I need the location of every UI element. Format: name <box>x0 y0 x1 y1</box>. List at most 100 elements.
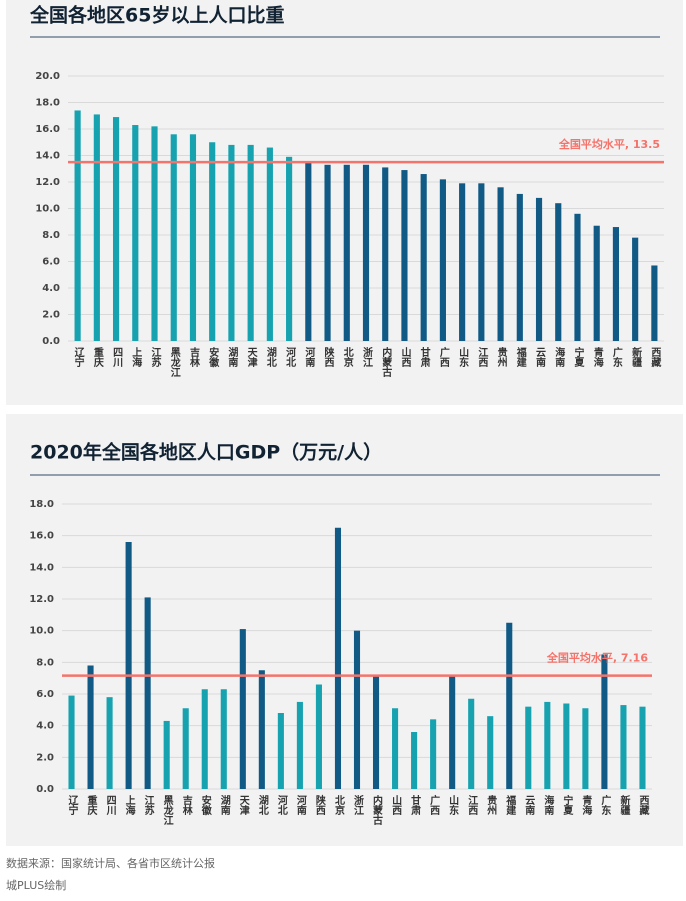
bar <box>353 630 361 789</box>
y-tick-label: 18.0 <box>29 499 54 510</box>
x-tick-label: 江西 <box>466 794 478 816</box>
bar <box>612 227 620 341</box>
bar <box>315 684 322 789</box>
x-tick-label: 江苏 <box>142 794 154 816</box>
x-tick-label: 宁夏 <box>561 794 574 816</box>
bar <box>651 265 658 341</box>
x-tick-label: 上海 <box>130 346 142 368</box>
x-tick-label: 辽宁 <box>66 795 78 816</box>
x-tick-label: 四川 <box>111 347 124 368</box>
x-tick-label: 河北 <box>275 795 287 816</box>
x-tick-label: 四川 <box>104 795 117 816</box>
x-tick-label: 黑龙江 <box>168 347 181 378</box>
bar <box>201 689 208 789</box>
chart-title: 2020年全国各地区人口GDP（万元/人） <box>30 441 382 464</box>
source: 数据来源：国家统计局、各省市区统计公报 <box>6 856 215 870</box>
x-tick-label: 江苏 <box>149 346 161 368</box>
y-tick-label: 8.0 <box>42 230 60 241</box>
reference-label: 全国平均水平, 13.5 <box>558 137 660 151</box>
x-tick-label: 重庆 <box>91 346 104 368</box>
bar <box>112 117 120 341</box>
bar <box>544 701 551 789</box>
y-tick-label: 12.0 <box>29 594 54 605</box>
bar <box>506 622 513 789</box>
bar <box>343 164 350 341</box>
bar <box>439 179 446 341</box>
x-tick-label: 贵州 <box>485 794 498 816</box>
x-tick-label: 广西 <box>437 346 449 368</box>
bar <box>286 156 293 341</box>
bar <box>305 162 312 341</box>
bar <box>151 126 158 341</box>
x-tick-label: 内蒙古 <box>380 346 392 378</box>
y-tick-label: 20.0 <box>35 71 60 82</box>
y-tick-label: 14.0 <box>35 151 60 162</box>
bar <box>468 698 475 789</box>
bar <box>93 114 100 341</box>
x-tick-label: 湖南 <box>226 346 238 368</box>
x-tick-label: 浙江 <box>352 794 364 816</box>
x-tick-label: 新疆 <box>630 346 642 368</box>
x-tick-label: 安徽 <box>207 346 220 368</box>
x-tick-label: 海南 <box>542 794 554 816</box>
x-tick-label: 云南 <box>534 347 546 368</box>
bar <box>239 629 246 789</box>
bar <box>125 542 132 789</box>
bar <box>535 197 543 341</box>
bar <box>68 695 75 789</box>
y-tick-label: 16.0 <box>29 531 54 542</box>
x-tick-label: 西藏 <box>637 795 649 816</box>
y-tick-label: 8.0 <box>36 657 54 668</box>
x-tick-label: 山西 <box>399 346 411 368</box>
x-tick-label: 浙江 <box>361 346 373 368</box>
bar <box>497 187 504 341</box>
x-tick-label: 山东 <box>447 794 459 816</box>
bar <box>401 170 408 341</box>
x-tick-label: 广西 <box>428 794 440 816</box>
y-tick-label: 16.0 <box>35 124 60 135</box>
x-tick-label: 上海 <box>123 794 135 816</box>
bar <box>209 142 216 341</box>
y-tick-label: 4.0 <box>42 283 60 294</box>
y-tick-label: 4.0 <box>36 721 54 732</box>
bar <box>632 237 639 341</box>
bar <box>582 708 589 789</box>
credit: 城PLUS绘制 <box>6 878 66 892</box>
x-tick-label: 福建 <box>504 794 517 816</box>
x-tick-label: 福建 <box>514 346 527 368</box>
x-tick-label: 陕西 <box>322 346 334 368</box>
x-tick-label: 新疆 <box>618 794 630 816</box>
x-tick-label: 广东 <box>599 794 611 816</box>
bar <box>182 708 189 789</box>
x-tick-label: 河北 <box>284 347 296 368</box>
x-tick-label: 青海 <box>591 346 603 368</box>
y-tick-label: 2.0 <box>42 310 60 321</box>
x-tick-label: 辽宁 <box>72 347 84 368</box>
bar <box>639 706 646 789</box>
x-tick-label: 重庆 <box>85 794 98 816</box>
bar <box>163 720 170 789</box>
x-tick-label: 吉林 <box>180 794 192 816</box>
bar <box>525 706 532 789</box>
x-tick-label: 北京 <box>341 346 353 368</box>
x-tick-label: 青海 <box>580 794 592 816</box>
bar <box>555 203 562 341</box>
bar <box>74 110 81 341</box>
y-tick-label: 14.0 <box>29 562 54 573</box>
x-tick-label: 宁夏 <box>572 346 585 368</box>
x-tick-label: 广东 <box>610 346 622 368</box>
bar <box>220 689 227 789</box>
y-tick-label: 18.0 <box>35 98 60 109</box>
bar <box>362 164 370 341</box>
bar <box>563 703 570 789</box>
bar <box>189 134 197 341</box>
bar <box>411 732 418 789</box>
bar <box>296 701 303 789</box>
panel <box>6 414 683 846</box>
bar <box>228 144 235 341</box>
x-tick-label: 黑龙江 <box>161 795 174 826</box>
y-tick-label: 6.0 <box>42 257 60 268</box>
bar <box>420 174 427 341</box>
chart-title: 全国各地区65岁以上人口比重 <box>29 4 284 27</box>
